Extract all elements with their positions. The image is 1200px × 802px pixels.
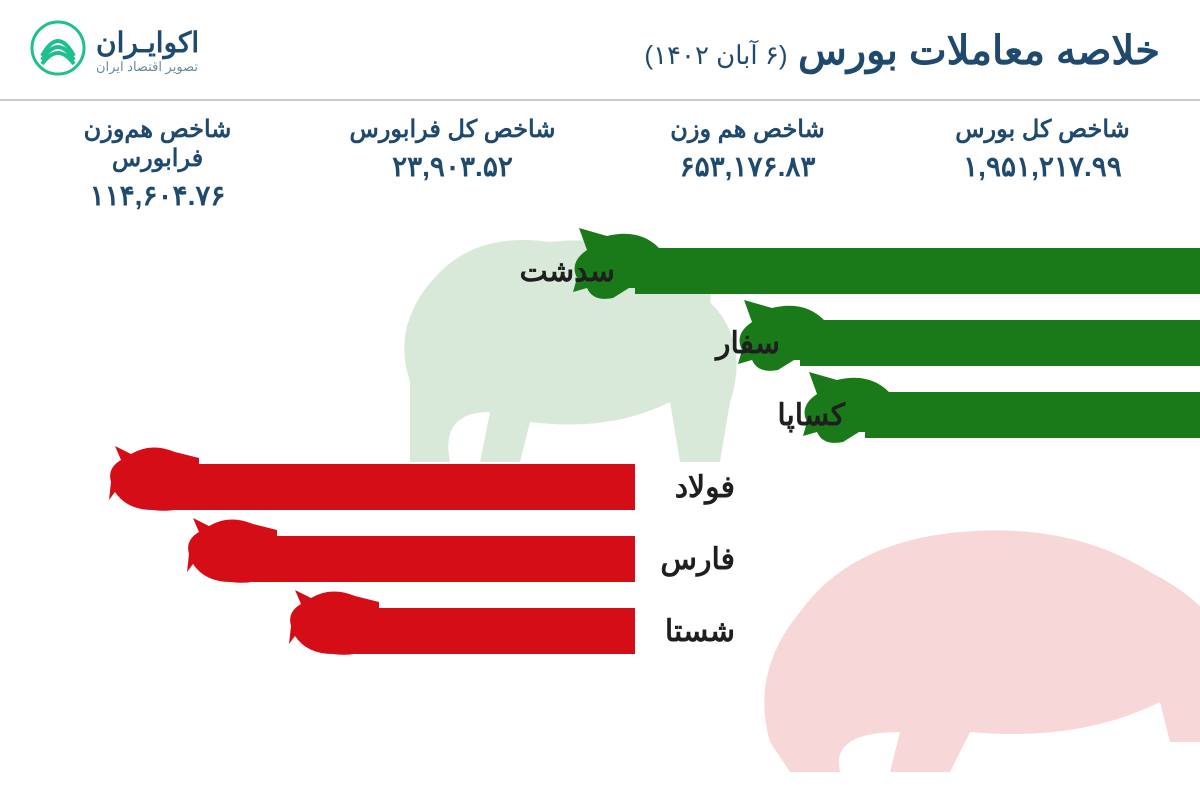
stat-label: شاخص کل بورس — [925, 115, 1160, 144]
stat-farabourse-equal: شاخص هم‌وزن فرابورس ۱۱۴,۶۰۴.۷۶ — [40, 115, 275, 212]
stat-label: شاخص کل فرابورس — [335, 115, 570, 144]
loser-bar-row: فارس — [0, 530, 1200, 588]
bar-body — [175, 464, 635, 510]
brand-icon — [30, 20, 86, 81]
bar-label: کساپا — [777, 398, 845, 433]
page-date: (۶ آبان ۱۴۰۲) — [644, 40, 787, 70]
bar-label: فولاد — [645, 470, 735, 505]
stat-value: ۲۳,۹۰۳.۵۲ — [335, 150, 570, 183]
gainer-bar-row: سفار — [0, 314, 1200, 372]
stat-farabourse-total: شاخص کل فرابورس ۲۳,۹۰۳.۵۲ — [335, 115, 570, 212]
bar-label: سدشت — [520, 254, 615, 289]
gainer-bar-row: کساپا — [0, 386, 1200, 444]
bar-body — [253, 536, 635, 582]
stat-label: شاخص هم‌وزن فرابورس — [40, 115, 275, 173]
page-title: خلاصه معاملات بورس — [798, 29, 1160, 73]
bar-body — [865, 392, 1200, 438]
bear-head-icon — [289, 588, 379, 667]
bar-body — [635, 248, 1200, 294]
stat-label: شاخص هم وزن — [630, 115, 865, 144]
bar-body — [355, 608, 635, 654]
stat-value: ۶۵۳,۱۷۶.۸۳ — [630, 150, 865, 183]
brand-tagline: تصویر اقتصاد ایران — [96, 59, 199, 75]
loser-bar-row: فولاد — [0, 458, 1200, 516]
bar-body — [800, 320, 1200, 366]
stats-row: شاخص کل بورس ۱,۹۵۱,۲۱۷.۹۹ شاخص هم وزن ۶۵… — [0, 101, 1200, 232]
bar-label: سفار — [716, 326, 780, 361]
stat-equal-weight: شاخص هم وزن ۶۵۳,۱۷۶.۸۳ — [630, 115, 865, 212]
brand-logo: اکوایـران تصویر اقتصاد ایران — [30, 20, 199, 81]
brand-text: اکوایـران تصویر اقتصاد ایران — [96, 26, 199, 75]
loser-bar-row: شستا — [0, 602, 1200, 660]
header: خلاصه معاملات بورس (۶ آبان ۱۴۰۲) اکوایـر… — [0, 0, 1200, 101]
stat-value: ۱۱۴,۶۰۴.۷۶ — [40, 179, 275, 212]
bars-chart: سدشت سفار کساپا فولاد فارس شستا — [0, 232, 1200, 660]
gainer-bar-row: سدشت — [0, 242, 1200, 300]
bear-head-icon — [187, 516, 277, 595]
title-block: خلاصه معاملات بورس (۶ آبان ۱۴۰۲) — [644, 28, 1160, 74]
bar-label: فارس — [645, 542, 735, 577]
stat-total-index: شاخص کل بورس ۱,۹۵۱,۲۱۷.۹۹ — [925, 115, 1160, 212]
brand-name: اکوایـران — [96, 26, 199, 59]
stat-value: ۱,۹۵۱,۲۱۷.۹۹ — [925, 150, 1160, 183]
bar-label: شستا — [645, 614, 735, 649]
bear-head-icon — [109, 444, 199, 523]
